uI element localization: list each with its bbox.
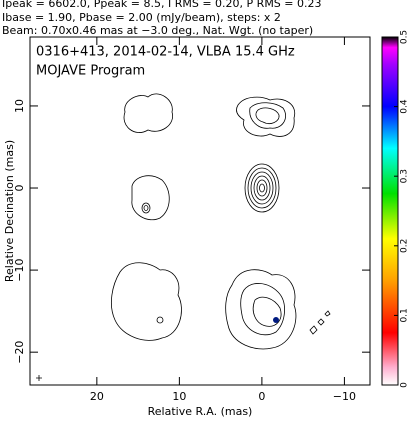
colorbar-tick-label: 0 <box>400 382 409 388</box>
header-line: Ipeak = 6602.0, Ppeak = 8.5, I RMS = 0.2… <box>2 0 322 10</box>
y-tick-label: −20 <box>13 341 26 364</box>
plot-frame <box>29 36 371 386</box>
x-tick-label: −10 <box>333 390 356 403</box>
contours <box>36 93 331 381</box>
colorbar-tick-label: 0.4 <box>400 99 409 114</box>
y-tick-label: 0 <box>13 185 26 192</box>
colorbar-tick-label: 0.1 <box>400 308 409 322</box>
y-axis-label: Relative Decination (mas) <box>3 140 16 282</box>
colorbar <box>381 36 399 386</box>
x-tick-label: 0 <box>258 390 265 403</box>
colorbar-tick-label: 0.5 <box>400 30 409 44</box>
colorbar-tick-label: 0.3 <box>400 169 409 183</box>
chart-subtitle: MOJAVE Program <box>36 64 145 79</box>
y-tick-label: −10 <box>13 258 26 281</box>
colorbar-tick-label: 0.2 <box>400 239 409 253</box>
x-tick-label: 10 <box>172 390 186 403</box>
x-axis-label: Relative R.A. (mas) <box>148 405 253 418</box>
y-tick-label: 10 <box>13 99 26 113</box>
header-line: Ibase = 1.90, Pbase = 2.00 (mJy/beam), s… <box>2 11 281 24</box>
x-tick-label: 20 <box>90 390 104 403</box>
header-line: Beam: 0.70x0.46 mas at −3.0 deg., Nat. W… <box>2 24 313 37</box>
peak-spot <box>273 317 279 323</box>
chart-title: 0316+413, 2014-02-14, VLBA 15.4 GHz <box>36 45 295 60</box>
